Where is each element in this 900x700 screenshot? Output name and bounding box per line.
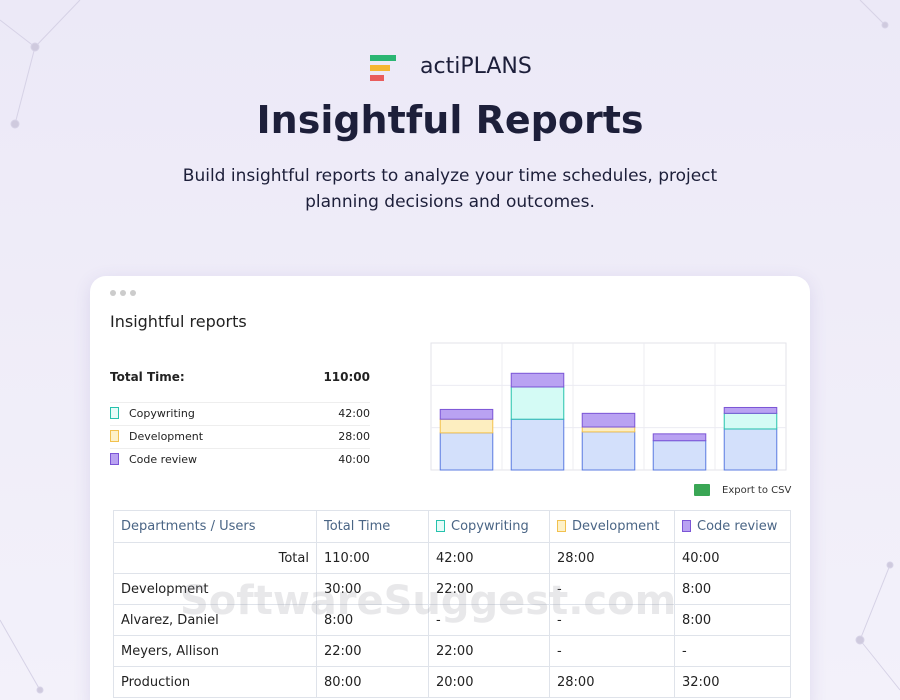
logo <box>370 55 396 81</box>
swatch <box>110 453 119 465</box>
table-cell: 28:00 <box>549 542 675 574</box>
summary-row: Code review 40:00 <box>110 448 370 466</box>
bar-segment <box>652 440 707 471</box>
table-cell: 8:00 <box>674 604 791 636</box>
bar-segment <box>723 428 778 471</box>
bar-segment <box>723 412 778 430</box>
summary-row: Copywriting 42:00 <box>110 402 370 420</box>
column-header: Copywriting <box>428 510 550 543</box>
item-value: 40:00 <box>338 453 370 466</box>
bar-segment <box>510 418 565 471</box>
item-name: Development <box>129 430 204 443</box>
column-header: Departments / Users <box>113 510 317 543</box>
table-cell: - <box>674 635 791 667</box>
summary-total: Total Time: 110:00 <box>110 370 370 384</box>
bar-segment <box>652 433 707 442</box>
table-cell: Production <box>113 666 317 698</box>
table-cell: Meyers, Allison <box>113 635 317 667</box>
table-cell: 30:00 <box>316 573 429 605</box>
swatch <box>110 407 119 419</box>
bar-segment <box>510 386 565 420</box>
report-table: Departments / Users Total Time Copywriting… <box>113 510 791 698</box>
bar-segment <box>581 412 636 428</box>
table-cell: 8:00 <box>674 573 791 605</box>
table-cell: 32:00 <box>674 666 791 698</box>
table-row: Production 80:00 20:00 28:00 32:00 <box>113 666 791 698</box>
table-cell: 42:00 <box>428 542 550 574</box>
item-value: 42:00 <box>338 407 370 420</box>
table-cell: - <box>549 635 675 667</box>
table-cell: Alvarez, Daniel <box>113 604 317 636</box>
bar-segment <box>439 432 494 471</box>
table-row: Development 30:00 22:00-8:00 <box>113 573 791 605</box>
bar-segment <box>510 372 565 388</box>
table-cell: 110:00 <box>316 542 429 574</box>
column-header: Total Time <box>316 510 429 543</box>
bar-segment <box>439 408 494 420</box>
column-header: Development <box>549 510 675 543</box>
table-row: Meyers, Allison 22:00 22:00- - <box>113 635 791 667</box>
swatch <box>436 520 445 532</box>
bar-segment <box>439 418 494 434</box>
column-header: Code review <box>674 510 791 543</box>
total-label: Total Time: <box>110 370 185 384</box>
header-text: Development <box>572 519 660 534</box>
table-cell: 20:00 <box>428 666 550 698</box>
brand: actiPLANS <box>420 54 532 79</box>
header-text: Departments / Users <box>121 519 256 534</box>
swatch <box>557 520 566 532</box>
chart <box>110 290 787 496</box>
watermark: SoftwareSuggest.com <box>180 578 677 624</box>
table-cell: 22:00 <box>316 635 429 667</box>
table-row: Alvarez, Daniel 8:00- -8:00 <box>113 604 791 636</box>
table-row: Total 110:00 42:00 28:00 40:00 <box>113 542 791 574</box>
swatch <box>110 430 119 442</box>
swatch <box>682 520 691 532</box>
bar-segment <box>581 426 636 433</box>
table-cell: Total <box>113 542 317 574</box>
table-cell: 22:00 <box>428 573 550 605</box>
table-cell: 22:00 <box>428 635 550 667</box>
bar-segment <box>723 406 778 414</box>
subtitle: planning decisions and outcomes. <box>305 192 595 212</box>
table-cell: 80:00 <box>316 666 429 698</box>
subtitle: Build insightful reports to analyze your… <box>182 166 718 186</box>
header-text: Copywriting <box>451 519 529 534</box>
bar-segment <box>581 431 636 471</box>
export-button[interactable]: Export to CSV <box>722 485 792 496</box>
card-title: Insightful reports <box>110 312 247 331</box>
report-card: Insightful reports Total Time: 110:00 Exp… <box>90 276 810 700</box>
item-value: 28:00 <box>338 430 370 443</box>
header-text: Code review <box>697 519 778 534</box>
table-cell: - <box>428 604 550 636</box>
table-cell: - <box>549 604 675 636</box>
title: Insightful Reports <box>256 98 644 142</box>
summary-row: Development 28:00 <box>110 425 370 443</box>
header-text: Total Time <box>324 519 391 534</box>
total-value: 110:00 <box>323 370 370 384</box>
table-cell: 40:00 <box>674 542 791 574</box>
item-name: Code review <box>129 453 198 466</box>
table-cell: 28:00 <box>549 666 675 698</box>
item-name: Copywriting <box>129 407 195 420</box>
